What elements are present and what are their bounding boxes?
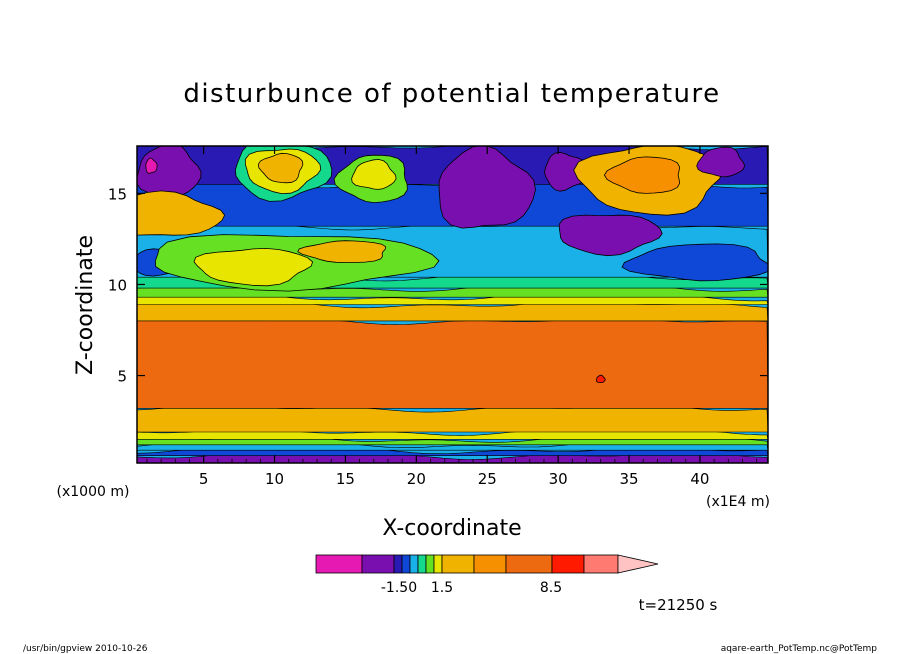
colorbar-segment: [409, 554, 419, 574]
colorbar-label-2: 1.5: [431, 580, 453, 596]
x-tick-label: 40: [690, 470, 709, 488]
contour-blob: [558, 214, 663, 257]
x-tick-label: 10: [265, 470, 284, 488]
colorbar-segment: [583, 554, 619, 574]
plot-frame: [136, 145, 769, 464]
x-tick-label: 30: [549, 470, 568, 488]
colorbar-segment: [433, 554, 443, 574]
chart-title: disturbunce of potential temperature: [183, 79, 720, 109]
colorbar-segment: [315, 554, 363, 574]
contour-blob: [137, 190, 226, 236]
contour-band: [137, 316, 768, 409]
colorbar-arrow: [617, 554, 659, 574]
x-tick-label: 25: [478, 470, 497, 488]
contour-blob: [621, 243, 768, 282]
colorbar-label-3: 8.5: [540, 580, 562, 596]
x-axis-ticks: 5 10 15 20 25 30 35 40: [146, 146, 758, 488]
y-axis-label: Z-coordinate: [73, 235, 98, 375]
colorbar: [315, 554, 659, 574]
contour-blob: [257, 152, 304, 184]
colorbar-segment: [401, 554, 411, 574]
contour-blob: [603, 156, 681, 194]
x-tick-label: 20: [407, 470, 426, 488]
x-axis-unit: (x1E4 m): [706, 494, 770, 510]
time-label: t=21250 s: [639, 596, 718, 614]
contour-blob: [596, 374, 606, 384]
colorbar-segment: [441, 554, 475, 574]
y-tick-label: 10: [108, 276, 127, 294]
contour-blob: [696, 146, 746, 178]
plot-area: [137, 146, 768, 463]
contour-blob: [193, 247, 314, 287]
contour-blob: [438, 146, 536, 229]
contour-blob: [137, 146, 202, 197]
y-tick-label: 15: [108, 185, 127, 203]
x-axis-label: X-coordinate: [382, 516, 521, 541]
x-tick-label: 5: [199, 470, 209, 488]
colorbar-segment: [417, 554, 427, 574]
colorbar-segment: [361, 554, 395, 574]
colorbar-segment: [473, 554, 507, 574]
footer-right: aqare-earth_PotTemp.nc@PotTemp: [721, 644, 878, 654]
y-tick-label: 5: [117, 368, 127, 386]
colorbar-labels: -1.50 1.5 8.5: [381, 580, 562, 596]
contour-blob: [351, 159, 397, 190]
colorbar-label-1: -1.50: [381, 580, 417, 596]
footer-left: /usr/bin/gpview 2010-10-26: [23, 644, 148, 654]
colorbar-segment: [505, 554, 553, 574]
x-tick-label: 15: [336, 470, 355, 488]
contour-features: [137, 146, 768, 384]
y-axis-ticks: 5 10 15: [108, 185, 768, 386]
colorbar-segment: [551, 554, 585, 574]
contour-blob: [145, 157, 158, 174]
y-axis-unit: (x1000 m): [57, 484, 130, 500]
colorbar-segment: [425, 554, 435, 574]
contour-blob: [297, 240, 387, 263]
colorbar-segment: [393, 554, 403, 574]
contour-blob: [544, 151, 588, 192]
x-tick-label: 35: [619, 470, 638, 488]
